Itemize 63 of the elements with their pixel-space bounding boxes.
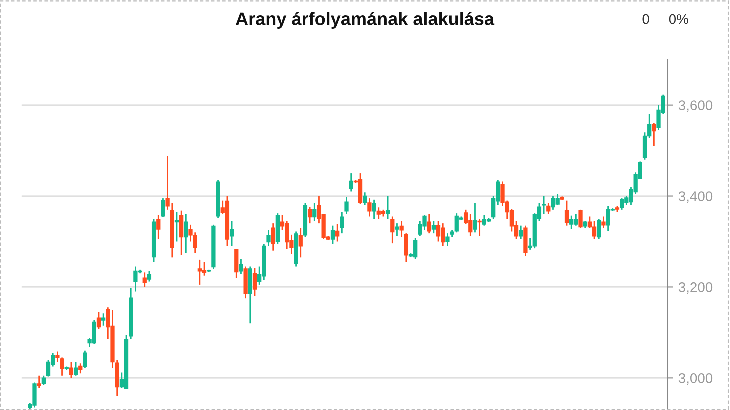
candlestick: [239, 258, 244, 276]
candlestick: [432, 220, 436, 234]
candlestick: [37, 375, 42, 389]
candlestick: [564, 200, 570, 227]
candlestick: [69, 362, 74, 379]
candlestick: [344, 196, 349, 216]
candlestick: [386, 196, 390, 220]
candlestick: [427, 214, 432, 234]
candlestick: [358, 172, 363, 206]
candlestick: [230, 220, 234, 247]
y-tick-label: 3,200: [678, 282, 713, 294]
candlestick: [436, 220, 441, 242]
candlestick: [372, 199, 376, 220]
candlestick: [180, 210, 184, 256]
y-tick-label: 3,600: [678, 100, 713, 112]
candlestick: [198, 259, 202, 286]
candlestick: [102, 312, 106, 327]
candlestick: [83, 350, 88, 369]
candlestick: [312, 202, 317, 222]
candlestick: [363, 192, 368, 206]
candlestick: [404, 232, 408, 263]
candlestick: [184, 214, 188, 254]
candlestick: [349, 172, 354, 192]
candlestick: [252, 267, 258, 298]
chart-title: Arany árfolyamának alakulása: [236, 12, 495, 29]
text: 0%: [669, 14, 688, 24]
candlestick: [473, 202, 478, 234]
y-tick-label: 3,400: [678, 192, 713, 204]
candlestick: [340, 212, 344, 234]
candlestick: [266, 230, 271, 247]
candlestick: [395, 222, 400, 237]
text: 0: [642, 14, 650, 24]
candlestick: [597, 218, 602, 240]
candlestick: [478, 218, 482, 237]
candlestick: [74, 362, 78, 377]
candlestick: [620, 198, 624, 211]
candlestick: [308, 206, 312, 224]
candlestick: [652, 122, 656, 147]
candlestick: [161, 198, 166, 218]
candlestick: [202, 262, 207, 277]
candlestick: [336, 224, 340, 242]
candlestick: [602, 216, 606, 229]
candlestick: [147, 270, 152, 282]
candlestick: [298, 227, 303, 258]
candlestick: [390, 216, 395, 244]
candlestick: [234, 248, 239, 279]
candlestick: [546, 202, 551, 216]
candlestick: [96, 312, 102, 330]
candlestick: [592, 220, 597, 240]
candlestick: [42, 375, 46, 386]
y-tick-label: 3,000: [678, 374, 713, 385]
candlestick: [174, 212, 180, 242]
candlestick: [330, 225, 336, 245]
candlestick: [46, 359, 51, 378]
candlestick: [156, 214, 161, 240]
candlestick: [519, 225, 524, 240]
candlestick: [78, 362, 83, 374]
candlestick: [142, 272, 147, 288]
candlestick: [368, 198, 372, 218]
candlestick: [542, 196, 546, 216]
candlestick: [271, 222, 276, 252]
candlestick: [400, 220, 404, 238]
candlestick: [578, 209, 583, 229]
